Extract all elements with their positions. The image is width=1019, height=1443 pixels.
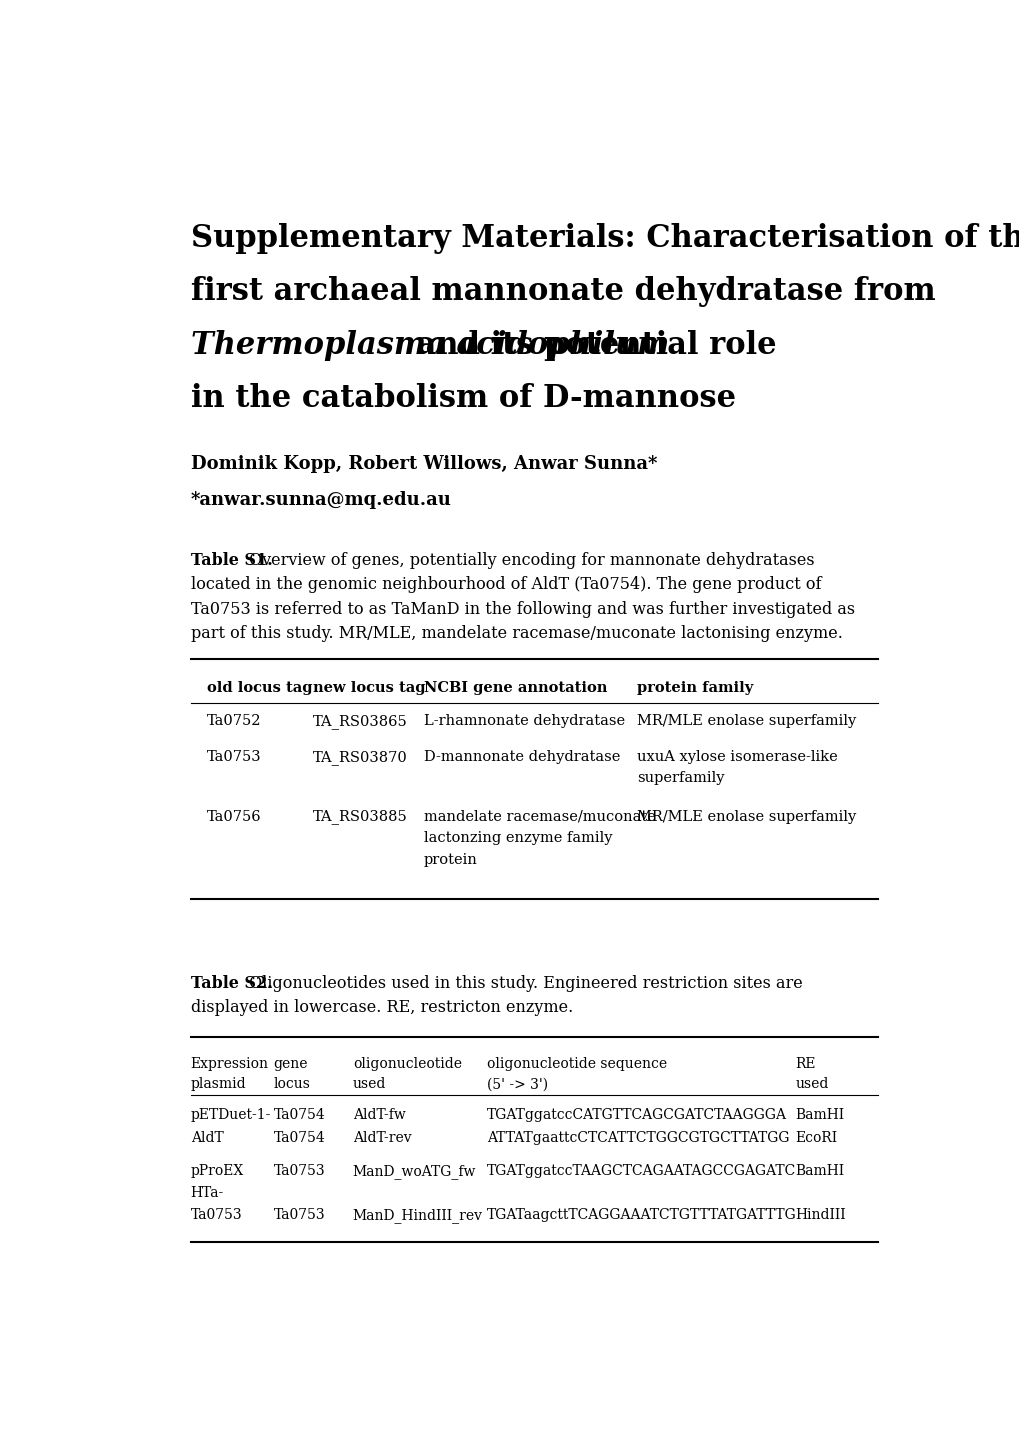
Text: TGATaagcttTCAGGAAATCTGTTTATGATTTG: TGATaagcttTCAGGAAATCTGTTTATGATTTG — [487, 1208, 796, 1222]
Text: first archaeal mannonate dehydratase from: first archaeal mannonate dehydratase fro… — [191, 277, 934, 307]
Text: L-rhamnonate dehydratase: L-rhamnonate dehydratase — [424, 714, 625, 729]
Text: ATTATgaattcCTCATTCTGGCGTGCTTATGG: ATTATgaattcCTCATTCTGGCGTGCTTATGG — [487, 1131, 789, 1144]
Text: AldT-rev: AldT-rev — [353, 1131, 411, 1144]
Text: protein: protein — [424, 853, 477, 867]
Text: uxuA xylose isomerase-like: uxuA xylose isomerase-like — [637, 750, 838, 763]
Text: MR/MLE enolase superfamily: MR/MLE enolase superfamily — [637, 810, 856, 824]
Text: RE: RE — [795, 1058, 815, 1071]
Text: BamHI: BamHI — [795, 1165, 844, 1177]
Text: Expression: Expression — [191, 1058, 268, 1071]
Text: Ta0753: Ta0753 — [206, 750, 261, 763]
Text: Oligonucleotides used in this study. Engineered restriction sites are: Oligonucleotides used in this study. Eng… — [244, 975, 802, 991]
Text: Ta0754: Ta0754 — [273, 1108, 325, 1123]
Text: Table S2.: Table S2. — [191, 975, 272, 991]
Text: (5' -> 3'): (5' -> 3') — [487, 1078, 548, 1091]
Text: oligonucleotide sequence: oligonucleotide sequence — [487, 1058, 666, 1071]
Text: Dominik Kopp, Robert Willows, Anwar Sunna*: Dominik Kopp, Robert Willows, Anwar Sunn… — [191, 456, 656, 473]
Text: Overview of genes, potentially encoding for mannonate dehydratases: Overview of genes, potentially encoding … — [244, 553, 813, 569]
Text: old locus tag: old locus tag — [206, 681, 312, 696]
Text: AldT: AldT — [191, 1131, 223, 1144]
Text: AldT-fw: AldT-fw — [353, 1108, 406, 1123]
Text: Ta0753: Ta0753 — [273, 1165, 325, 1177]
Text: NCBI gene annotation: NCBI gene annotation — [424, 681, 606, 696]
Text: lactonzing enzyme family: lactonzing enzyme family — [424, 831, 611, 846]
Text: TA_RS03865: TA_RS03865 — [313, 714, 408, 729]
Text: TA_RS03870: TA_RS03870 — [313, 750, 408, 765]
Text: Table S1.: Table S1. — [191, 553, 272, 569]
Text: in the catabolism of D-mannose: in the catabolism of D-mannose — [191, 384, 735, 414]
Text: Ta0754: Ta0754 — [273, 1131, 325, 1144]
Text: used: used — [795, 1078, 828, 1091]
Text: TGATggatccTAAGCTCAGAATAGCCGAGATC: TGATggatccTAAGCTCAGAATAGCCGAGATC — [487, 1165, 796, 1177]
Text: Supplementary Materials: Characterisation of the: Supplementary Materials: Characterisatio… — [191, 224, 1019, 254]
Text: locus: locus — [273, 1078, 311, 1091]
Text: HTa-: HTa- — [191, 1186, 224, 1201]
Text: ManD_HindIII_rev: ManD_HindIII_rev — [353, 1208, 482, 1224]
Text: TA_RS03885: TA_RS03885 — [313, 810, 408, 824]
Text: Ta0753 is referred to as TaManD in the following and was further investigated as: Ta0753 is referred to as TaManD in the f… — [191, 600, 854, 618]
Text: D-mannonate dehydratase: D-mannonate dehydratase — [424, 750, 620, 763]
Text: MR/MLE enolase superfamily: MR/MLE enolase superfamily — [637, 714, 856, 729]
Text: pProEX: pProEX — [191, 1165, 244, 1177]
Text: plasmid: plasmid — [191, 1078, 247, 1091]
Text: protein family: protein family — [637, 681, 753, 696]
Text: displayed in lowercase. RE, restricton enzyme.: displayed in lowercase. RE, restricton e… — [191, 1000, 573, 1016]
Text: Ta0753: Ta0753 — [191, 1208, 243, 1222]
Text: BamHI: BamHI — [795, 1108, 844, 1123]
Text: superfamily: superfamily — [637, 771, 725, 785]
Text: Ta0753: Ta0753 — [273, 1208, 325, 1222]
Text: gene: gene — [273, 1058, 308, 1071]
Text: new locus tag: new locus tag — [313, 681, 425, 696]
Text: located in the genomic neighbourhood of AldT (Ta0754). The gene product of: located in the genomic neighbourhood of … — [191, 577, 820, 593]
Text: TGATggatccCATGTTCAGCGATCTAAGGGA: TGATggatccCATGTTCAGCGATCTAAGGGA — [487, 1108, 787, 1123]
Text: Thermoplasma acidophilum: Thermoplasma acidophilum — [191, 330, 668, 361]
Text: ManD_woATG_fw: ManD_woATG_fw — [353, 1165, 476, 1179]
Text: *anwar.sunna@mq.edu.au: *anwar.sunna@mq.edu.au — [191, 491, 451, 509]
Text: pETDuet-1-: pETDuet-1- — [191, 1108, 271, 1123]
Text: part of this study. MR/MLE, mandelate racemase/muconate lactonising enzyme.: part of this study. MR/MLE, mandelate ra… — [191, 625, 842, 642]
Text: oligonucleotide: oligonucleotide — [353, 1058, 462, 1071]
Text: Ta0752: Ta0752 — [206, 714, 261, 729]
Text: mandelate racemase/muconate: mandelate racemase/muconate — [424, 810, 655, 824]
Text: Ta0756: Ta0756 — [206, 810, 261, 824]
Text: EcoRI: EcoRI — [795, 1131, 837, 1144]
Text: HindIII: HindIII — [795, 1208, 846, 1222]
Text: and its potential role: and its potential role — [406, 330, 775, 361]
Text: used: used — [353, 1078, 386, 1091]
